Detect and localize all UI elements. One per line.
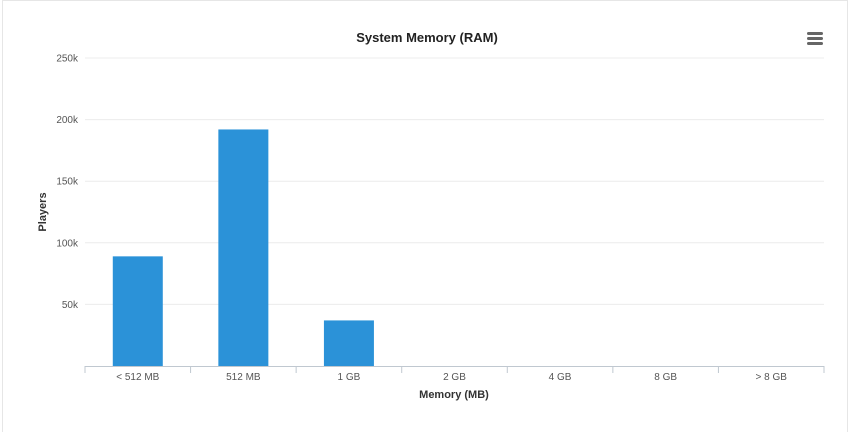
bar[interactable] bbox=[218, 129, 269, 366]
x-tick-label: 8 GB bbox=[654, 372, 677, 383]
y-axis-ticks: 50k 100k 150k 200k 250k bbox=[56, 54, 79, 311]
x-axis-ticks: < 512 MB 512 MB 1 GB 2 GB 4 GB 8 GB > 8 GB bbox=[116, 372, 787, 383]
x-axis bbox=[84, 366, 825, 373]
bars bbox=[112, 129, 374, 366]
bar-chart: System Memory (RAM) 50k100k150k200k250k … bbox=[37, 30, 825, 401]
grid-lines bbox=[85, 57, 824, 305]
y-tick-label: 100k bbox=[56, 238, 79, 249]
x-tick-label: 4 GB bbox=[549, 372, 572, 383]
bar[interactable] bbox=[112, 256, 163, 366]
x-tick-label: 2 GB bbox=[443, 372, 466, 383]
y-axis-title: Players bbox=[37, 192, 49, 231]
chart-menu-button[interactable] bbox=[802, 26, 828, 50]
y-tick-label: 150k bbox=[56, 177, 79, 188]
chart-title: System Memory (RAM) bbox=[356, 30, 498, 45]
y-tick-label: 250k bbox=[56, 54, 79, 65]
y-tick-label: 200k bbox=[56, 115, 79, 126]
x-tick-label: > 8 GB bbox=[756, 372, 788, 383]
x-axis-title: Memory (MB) bbox=[419, 389, 489, 401]
y-tick-label: 50k bbox=[62, 300, 79, 311]
bar[interactable] bbox=[323, 320, 374, 366]
x-tick-label: 1 GB bbox=[338, 372, 361, 383]
x-tick-label: < 512 MB bbox=[116, 372, 159, 383]
x-tick-label: 512 MB bbox=[226, 372, 261, 383]
